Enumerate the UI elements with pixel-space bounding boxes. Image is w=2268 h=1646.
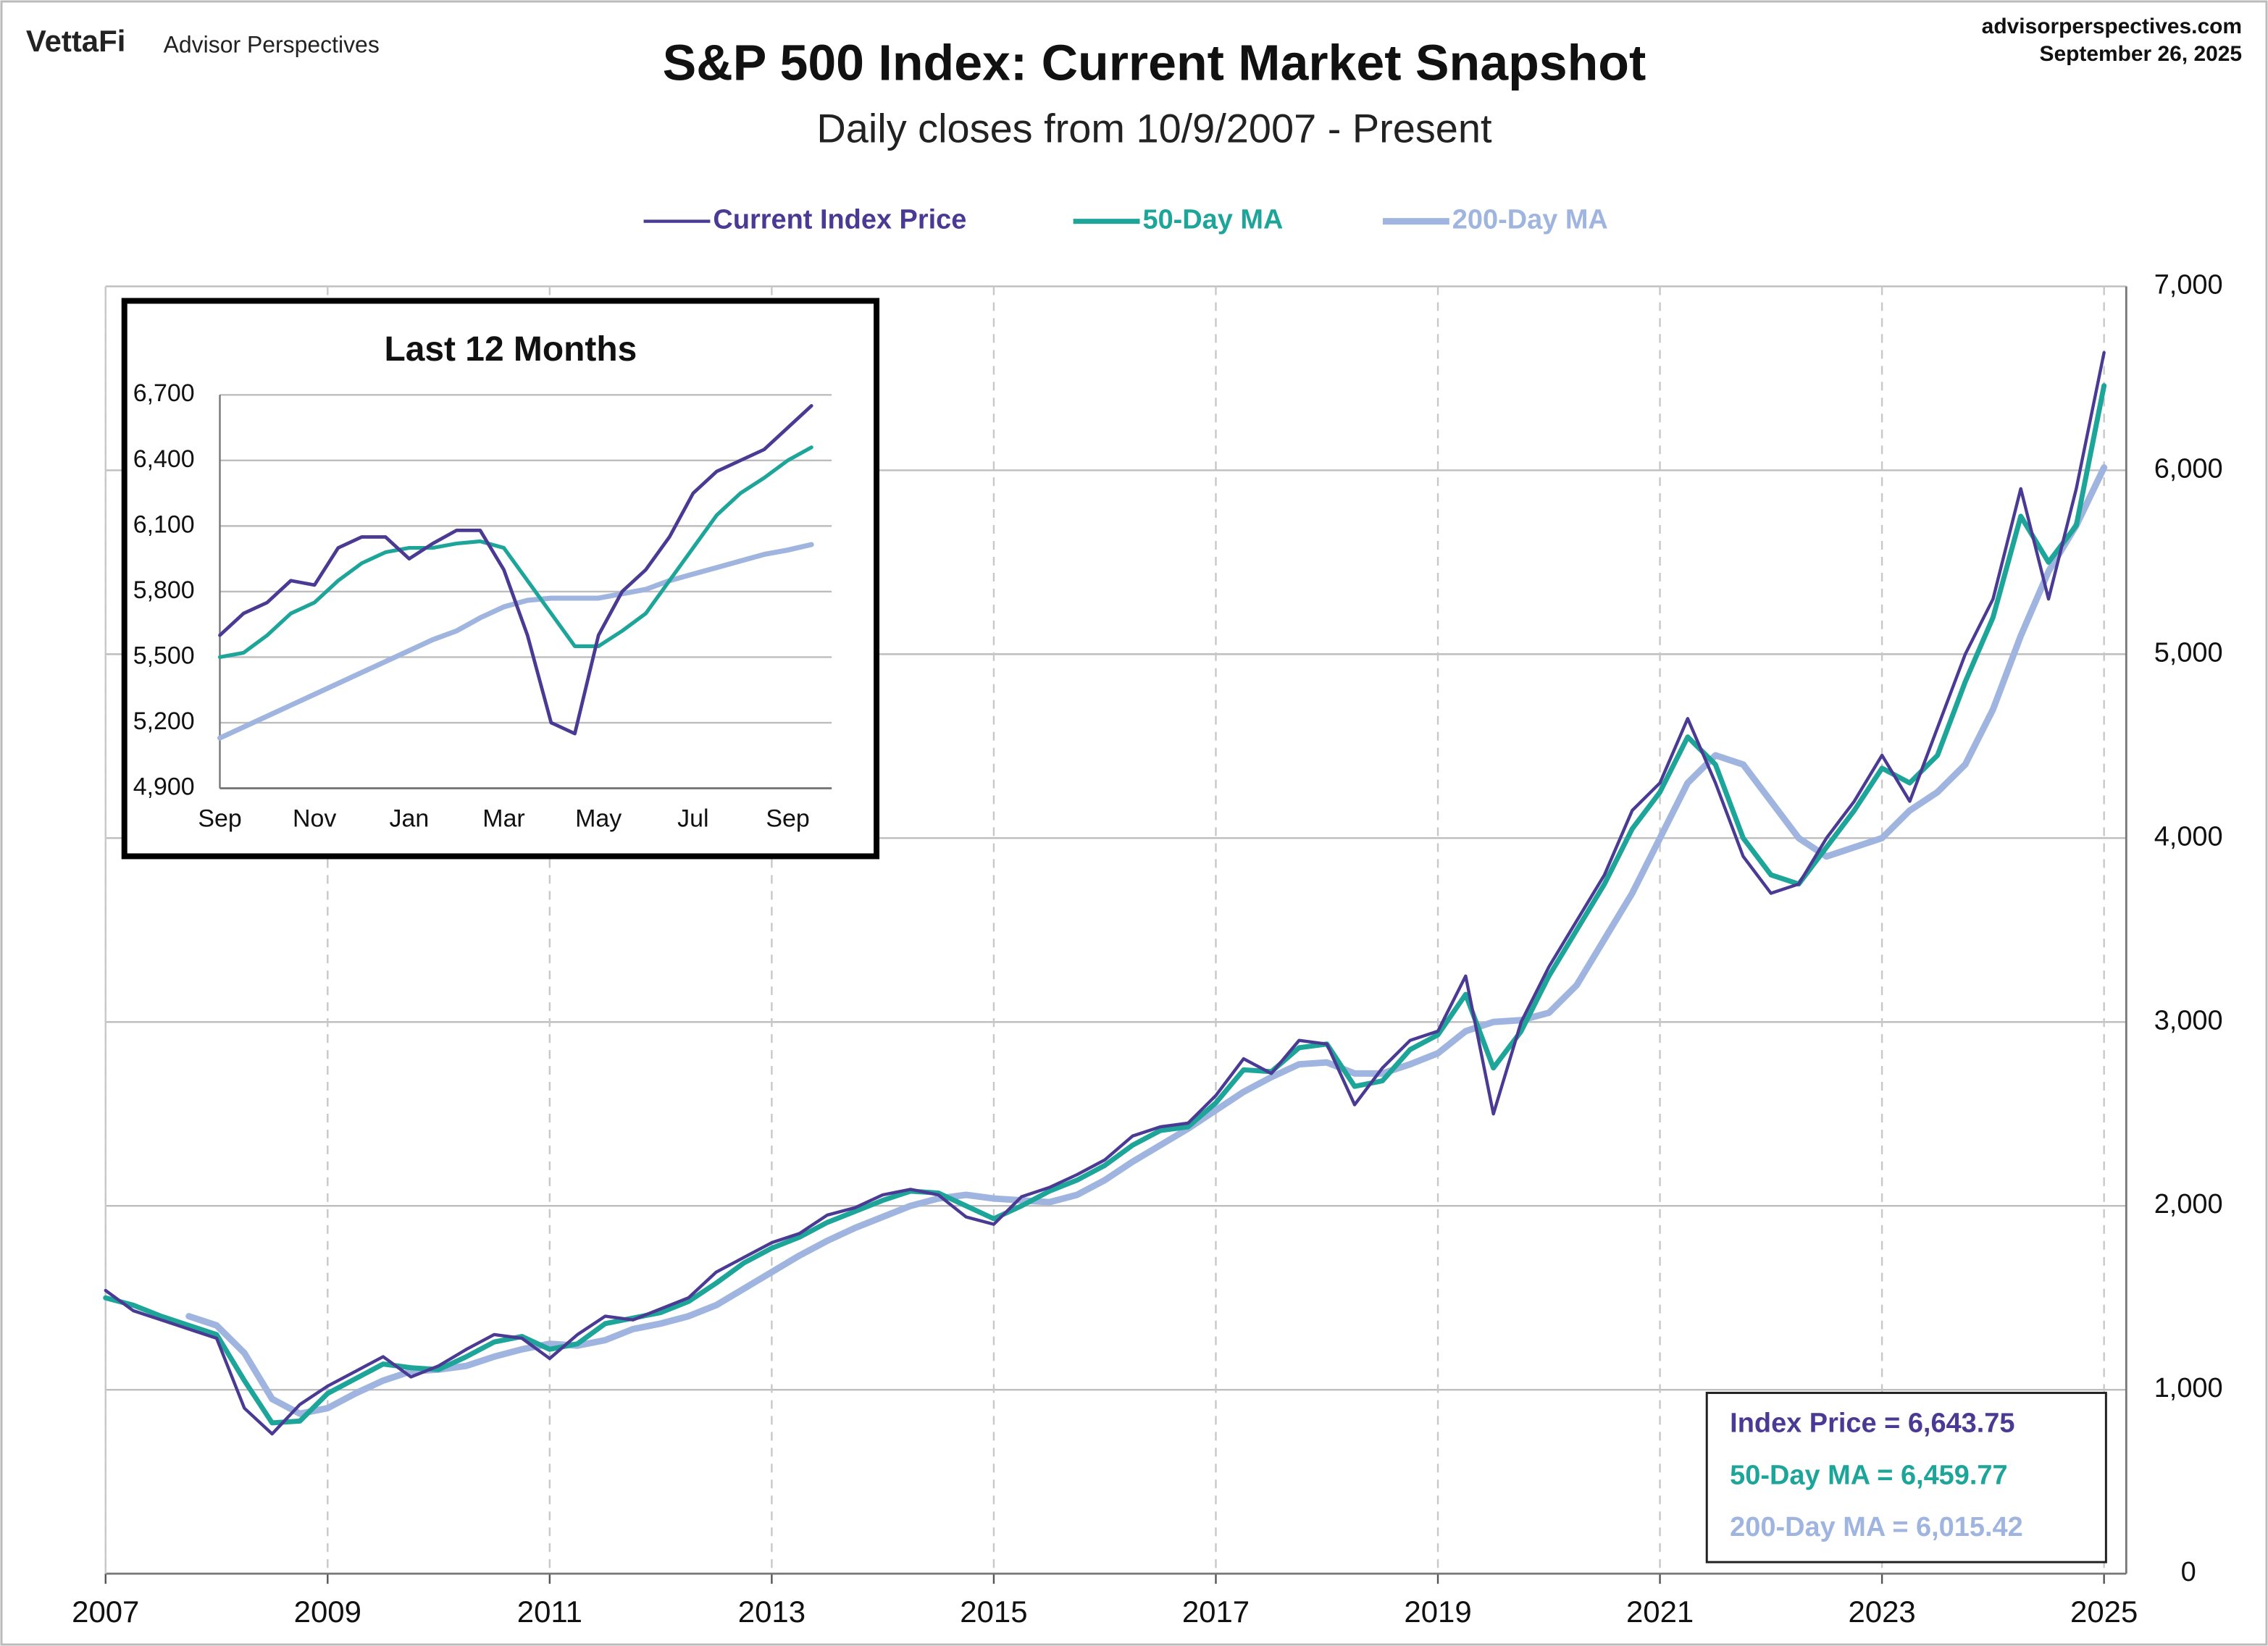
x-tick-label: Jan [390,805,430,832]
series-line [104,350,2106,1436]
x-tick-label: Sep [198,805,241,832]
date: September 26, 2025 [2040,42,2243,66]
y-tick-label: 5,500 [133,642,195,669]
x-tick-label: 2025 [2070,1595,2138,1629]
y-tick-label: 1,000 [2154,1373,2223,1403]
series-line [218,403,813,736]
summary-box [1705,1391,2107,1563]
x-tick-label: Mar [482,805,524,832]
x-tick-label: 2009 [294,1595,361,1629]
x-tick-label: May [575,805,622,832]
brand-sub: Advisor Perspectives [164,31,380,57]
x-tick-label: Nov [293,805,336,832]
inset-title: Last 12 Months [384,330,637,369]
x-tick-label: Jul [677,805,708,832]
inset-frame [121,298,880,860]
y-tick-label: 5,000 [2154,637,2223,668]
x-tick-label: Sep [766,805,809,832]
x-tick-label: 2017 [1182,1595,1250,1629]
series-line [185,464,2108,1417]
chart-title: S&P 500 Index: Current Market Snapshot [663,34,1646,91]
y-tick-label: 6,000 [2154,453,2223,484]
y-tick-label: 3,000 [2154,1005,2223,1036]
legend-label: 50-Day MA [1142,205,1283,235]
y-tick-label: 4,900 [133,773,195,801]
x-tick-label: 2007 [72,1595,139,1629]
summary-text: 200-Day MA = 6,015.42 [1730,1512,2023,1542]
legend: Current Index Price 50-Day MA 200-Day MA [643,205,1608,235]
main-plot: 0 1,000 2,000 3,000 4,000 5,000 6,000 7,000 2007… [72,269,2222,1629]
y-tick-label: 7,000 [2154,269,2223,300]
x-tick-label: 2013 [738,1595,805,1629]
y-tick-label: 0 [2181,1557,2196,1587]
y-tick-label: 6,400 [133,445,195,473]
y-tick-label: 6,100 [133,511,195,538]
y-tick-label: 2,000 [2154,1189,2223,1219]
summary-text: 50-Day MA = 6,459.77 [1730,1460,2007,1490]
x-tick-label: 2021 [1626,1595,1694,1629]
summary-text: Index Price = 6,643.75 [1730,1408,2014,1438]
y-tick-label: 4,000 [2154,821,2223,852]
legend-label: Current Index Price [713,205,966,235]
y-tick-label: 5,200 [133,707,195,735]
site: advisorperspectives.com [1982,14,2242,38]
y-tick-label: 6,700 [133,379,195,407]
y-tick-label: 5,800 [133,576,195,604]
x-tick-label: 2011 [517,1595,582,1629]
chart-subtitle: Daily closes from 10/9/2007 - Present [816,106,1492,151]
x-tick-label: 2019 [1404,1595,1471,1629]
series-line [103,383,2107,1426]
x-tick-label: 2023 [1848,1595,1915,1629]
x-tick-label: 2015 [960,1595,1027,1629]
brand: VettaFi [26,24,125,58]
legend-label: 200-Day MA [1452,205,1608,235]
inset-plot: 4,900 5,200 5,500 5,800 6,100 6,400 6,700 Sep No… [133,379,832,832]
series-line [217,445,813,660]
